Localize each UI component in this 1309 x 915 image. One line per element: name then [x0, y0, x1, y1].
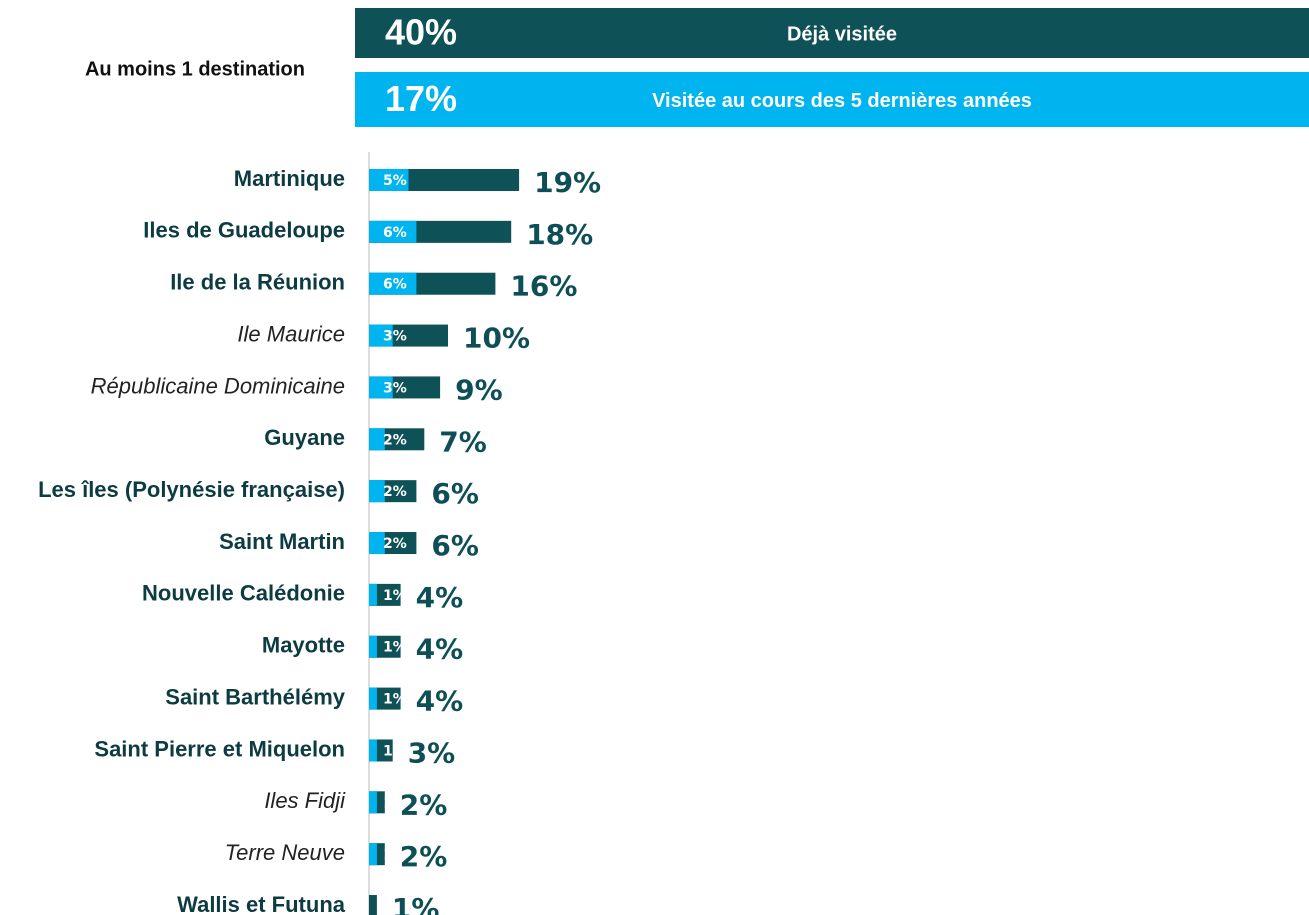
summary-value: 40%	[385, 12, 457, 53]
category-label: Saint Barthélémy	[165, 684, 345, 709]
category-label: Martinique	[234, 166, 345, 191]
data-label: 1%	[383, 640, 407, 656]
data-label: 4%	[416, 685, 464, 718]
summary-box	[355, 8, 1309, 58]
bar	[369, 272, 417, 295]
data-label: 3%	[408, 736, 456, 769]
bar	[369, 687, 377, 710]
category-label: Ile Maurice	[237, 321, 345, 346]
data-label: 2%	[383, 432, 407, 448]
data-label: 16%	[510, 270, 577, 303]
bar	[369, 220, 417, 243]
data-label: 6%	[383, 225, 407, 241]
category-label: Iles de Guadeloupe	[143, 218, 345, 243]
data-label: 6%	[431, 477, 479, 510]
data-label: 1%	[383, 795, 407, 811]
data-label: 1%	[383, 588, 407, 604]
bar	[369, 532, 385, 555]
category-label: Saint Pierre et Miquelon	[94, 736, 345, 761]
data-label: 6%	[431, 529, 479, 562]
category-label: Terre Neuve	[225, 840, 345, 865]
bar	[369, 428, 385, 451]
data-label: 6%	[383, 277, 407, 293]
bar	[369, 376, 393, 399]
data-label: 7%	[439, 425, 487, 458]
category-label: Ile de la Réunion	[170, 270, 345, 295]
bar	[369, 169, 409, 191]
data-label: 2%	[383, 536, 407, 552]
data-label: 3%	[383, 380, 407, 396]
bar	[369, 324, 393, 347]
data-label: 4%	[416, 581, 464, 614]
data-label: 19%	[534, 166, 601, 199]
data-label: 5%	[383, 173, 407, 189]
data-label: 3%	[383, 329, 407, 345]
category-label: Les îles (Polynésie française)	[38, 477, 345, 502]
category-label: Wallis et Futuna	[177, 892, 346, 915]
legend-label: Déjà visitée	[787, 23, 897, 45]
data-label: 18%	[526, 218, 593, 251]
category-label: Iles Fidji	[264, 788, 346, 813]
bar	[369, 895, 377, 915]
bar	[369, 480, 385, 503]
summary-box	[355, 72, 1309, 127]
summary-value: 17%	[385, 78, 457, 119]
bar	[369, 791, 377, 814]
data-label: 10%	[463, 322, 530, 355]
bar	[369, 583, 377, 606]
category-label: Saint Martin	[219, 529, 345, 554]
data-label: 1%	[383, 847, 407, 863]
category-label: Guyane	[264, 425, 345, 450]
data-label: 2%	[383, 484, 407, 500]
bar	[369, 843, 377, 866]
summary-label: Au moins 1 destination	[85, 58, 305, 80]
data-label: 9%	[455, 373, 503, 406]
data-label: 2%	[400, 788, 448, 821]
data-label: 4%	[416, 633, 464, 666]
bar	[369, 635, 377, 658]
legend-label: Visitée au cours des 5 dernières années	[652, 90, 1032, 112]
category-label: Républicaine Dominicaine	[91, 373, 345, 398]
data-label: 2%	[400, 840, 448, 873]
data-label: 1%	[392, 892, 440, 915]
data-label: 1%	[383, 692, 407, 708]
bar	[369, 739, 377, 762]
data-label: 1%	[383, 743, 407, 759]
category-label: Mayotte	[262, 633, 345, 658]
category-label: Nouvelle Calédonie	[142, 581, 345, 606]
